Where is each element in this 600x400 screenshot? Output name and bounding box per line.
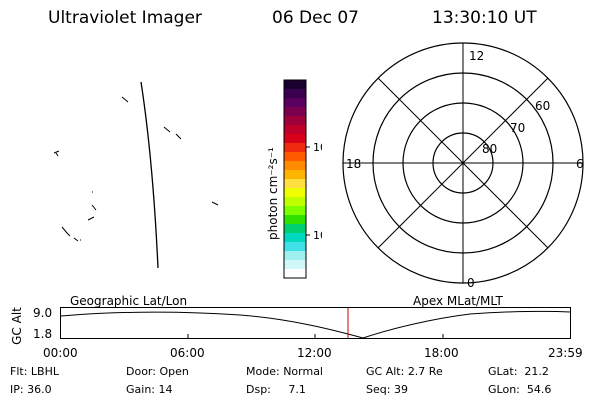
colorbar-cell [284, 152, 306, 162]
colorbar-cell [284, 206, 306, 216]
timeline-x-tick-1800: 18:00 [424, 346, 459, 360]
status-door-value: Open [159, 365, 189, 378]
status-glon-value: 54.6 [526, 383, 552, 396]
colorbar-cell [284, 215, 306, 225]
mlt-label-18: 18 [346, 157, 361, 171]
polar-mlt-plot: 12 0 18 6 60 70 80 [342, 42, 584, 290]
app-title: Ultraviolet Imager [48, 8, 202, 28]
colorbar-unit-label: photon cm⁻²s⁻¹ [266, 147, 280, 240]
coastline-fragment [211, 201, 219, 206]
colorbar-cell [284, 107, 306, 117]
coastline-fragment [53, 150, 60, 157]
status-seq: Seq: 39 [366, 383, 408, 396]
mlt-label-6: 6 [576, 157, 584, 171]
altitude-curve [60, 310, 571, 339]
colorbar-cell [284, 170, 306, 180]
colorbar-cell [284, 233, 306, 243]
timeline-left-label: Geographic Lat/Lon [70, 294, 188, 308]
timeline-right-label: Apex MLat/MLT [413, 294, 503, 308]
colorbar-cell [284, 98, 306, 108]
timeline-y-axis-label: GC Alt [9, 307, 24, 345]
lat-label-60: 60 [535, 99, 550, 113]
colorbar-tick-10: 10 [313, 229, 322, 242]
timeline-y-tick-min: 1.8 [33, 327, 53, 341]
timeline-x-tick-1200: 12:00 [297, 346, 332, 360]
mlt-label-12: 12 [469, 49, 484, 63]
timeline-x-tick-0600: 06:00 [170, 346, 205, 360]
status-dsp: Dsp: 7.1 [246, 383, 306, 396]
color-scale-bar: 100 10 photon cm⁻²s⁻¹ [266, 79, 322, 279]
coastline-fragment [163, 126, 182, 140]
colorbar-cell [284, 260, 306, 270]
coastline-main [140, 81, 159, 269]
colorbar-cell [284, 80, 306, 90]
colorbar-cell [284, 242, 306, 252]
coastline-fragment [121, 96, 129, 103]
colorbar-tick-100: 100 [313, 141, 322, 154]
colorbar-cell [284, 197, 306, 207]
status-filter: Flt: LBHL [10, 365, 59, 378]
colorbar-cell [284, 134, 306, 144]
timeline-x-tick-2359: 23:59 [548, 346, 583, 360]
lat-label-70: 70 [510, 121, 525, 135]
status-ip-value: 36.0 [27, 383, 52, 396]
colorbar-cell [284, 143, 306, 153]
colorbar-cell [284, 161, 306, 171]
timeline-x-tick-0000: 00:00 [43, 346, 78, 360]
colorbar-cell [284, 89, 306, 99]
status-glon: GLon: 54.6 [488, 383, 552, 396]
status-gc-alt: GC Alt: 2.7 Re [366, 365, 443, 378]
status-mode: Mode: Normal [246, 365, 323, 378]
colorbar-cell [284, 251, 306, 261]
status-gain-value: 14 [158, 383, 173, 396]
colorbar-cell [284, 269, 306, 279]
timeline-y-tick-max: 9.0 [33, 306, 53, 320]
status-filter-value: LBHL [30, 365, 59, 378]
colorbar-cell [284, 188, 306, 198]
status-ip: IP: 36.0 [10, 383, 52, 396]
coastline-fragment [87, 204, 97, 221]
coastline-fragment [61, 226, 79, 242]
orbit-timeline-plot[interactable] [60, 307, 575, 343]
header-date: 06 Dec 07 [272, 8, 359, 28]
colorbar-cell [284, 179, 306, 189]
status-gain: Gain: 14 [126, 383, 173, 396]
status-seq-value: 39 [393, 383, 408, 396]
colorbar-cell [284, 125, 306, 135]
status-gc-alt-value: 2.7 Re [407, 365, 443, 378]
header-time: 13:30:10 UT [432, 8, 537, 28]
status-door: Door: Open [126, 365, 189, 378]
mlt-label-0: 0 [467, 276, 475, 290]
status-glat-value: 21.2 [524, 365, 549, 378]
colorbar-cell [284, 224, 306, 234]
status-dsp-value: 7.1 [288, 383, 306, 396]
lat-label-80: 80 [482, 142, 497, 156]
colorbar-cell [284, 116, 306, 126]
status-mode-value: Normal [283, 365, 323, 378]
status-glat: GLat: 21.2 [488, 365, 549, 378]
uv-image-panel [53, 81, 219, 269]
